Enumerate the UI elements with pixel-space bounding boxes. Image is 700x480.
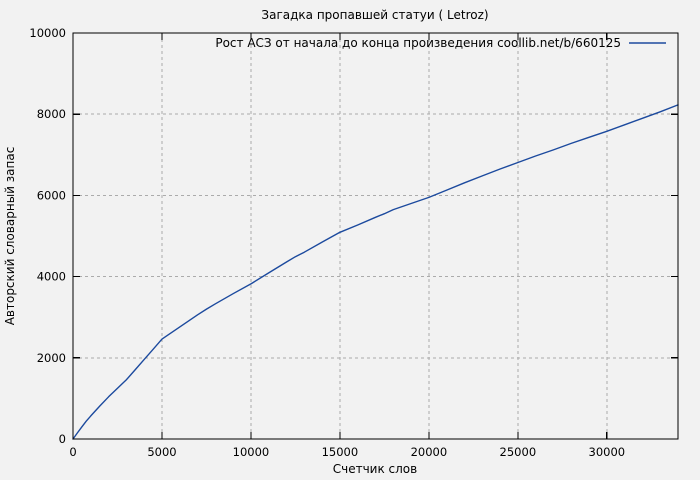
y-tick-label: 4000: [37, 270, 66, 284]
y-tick-label: 0: [59, 432, 66, 446]
legend-label: Рост АСЗ от начала до конца произведения…: [215, 36, 621, 50]
y-tick-label: 10000: [29, 26, 66, 40]
y-axis-label: Авторский словарный запас: [3, 147, 17, 326]
x-axis-label: Счетчик слов: [333, 462, 417, 476]
y-tick-label: 8000: [37, 107, 66, 121]
series-line: [72, 104, 679, 440]
series-layer: [72, 104, 679, 440]
x-tick-label: 5000: [147, 445, 176, 459]
x-tick-label: 0: [69, 445, 76, 459]
tick-layer: 0 5000 10000 15000 20000 25000 30000 0 2000 4000 6…: [29, 26, 678, 459]
x-tick-label: 10000: [233, 445, 270, 459]
chart-title: Загадка пропавшей статуи ( Letroz): [261, 8, 488, 22]
x-tick-label: 20000: [411, 445, 448, 459]
y-tick-label: 6000: [37, 188, 66, 202]
grid-layer: [73, 33, 678, 439]
plot-border: [72, 32, 679, 440]
x-tick-label: 15000: [322, 445, 359, 459]
y-tick-label: 2000: [37, 351, 66, 365]
x-tick-label: 25000: [500, 445, 537, 459]
x-tick-label: 30000: [589, 445, 626, 459]
